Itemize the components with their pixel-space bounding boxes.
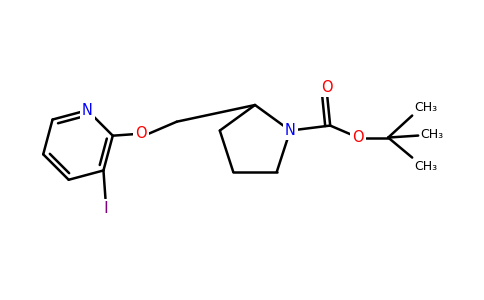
Text: CH₃: CH₃ bbox=[420, 128, 443, 141]
Text: CH₃: CH₃ bbox=[414, 100, 438, 114]
Text: N: N bbox=[82, 103, 93, 118]
Text: O: O bbox=[352, 130, 364, 145]
Text: CH₃: CH₃ bbox=[414, 160, 438, 172]
Text: O: O bbox=[321, 80, 333, 95]
Text: N: N bbox=[285, 123, 296, 138]
Text: I: I bbox=[103, 201, 108, 216]
Text: O: O bbox=[135, 126, 147, 141]
